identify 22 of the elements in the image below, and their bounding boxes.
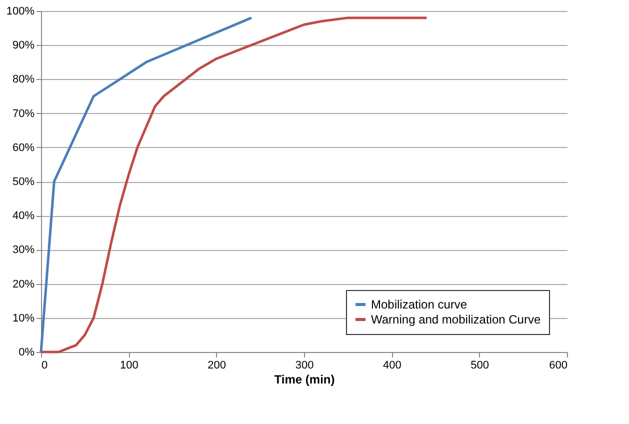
line-series (40, 16, 253, 354)
y-tick-label: 20% (12, 278, 35, 290)
x-tick-label: 600 (549, 360, 568, 372)
x-tick-label: 400 (382, 360, 402, 372)
y-tick-label: 70% (12, 108, 35, 120)
y-tick-label: 50% (12, 176, 35, 188)
y-tick-label: 30% (12, 244, 35, 256)
x-tick-label: 0 (42, 360, 48, 372)
legend-label: Warning and mobilization Curve (371, 312, 541, 326)
y-tick-label: 40% (12, 210, 35, 222)
x-tick-label: 100 (120, 360, 138, 372)
y-tick-label: 0% (18, 346, 35, 358)
x-axis-title: Time (min) (274, 372, 335, 386)
x-tick-label: 500 (470, 360, 490, 372)
y-tick-label: 60% (12, 142, 35, 154)
legend-label: Mobilization curve (371, 298, 468, 312)
x-tick-label: 300 (295, 360, 314, 372)
y-tick-label: 80% (12, 74, 35, 86)
y-tick-label: 90% (12, 40, 35, 52)
y-tick-label: 10% (12, 312, 35, 324)
x-tick-label: 200 (208, 360, 226, 372)
y-tick-label: 100% (6, 6, 35, 18)
